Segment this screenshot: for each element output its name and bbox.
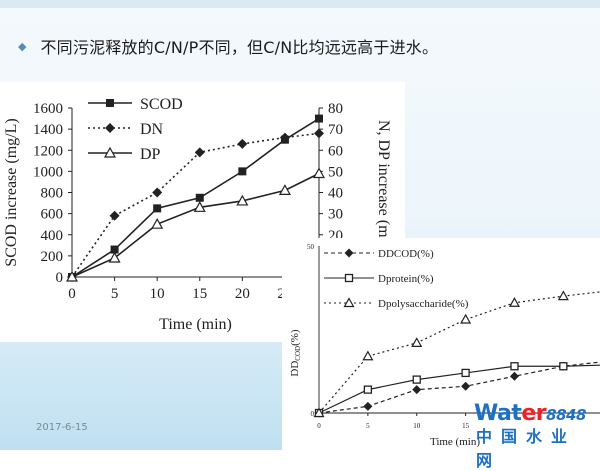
y-tick-label-left: 400 <box>41 228 64 244</box>
y-axis-title-left: SCOD increase (mg/L) <box>3 118 20 266</box>
watermark-part1: Wat <box>474 401 522 426</box>
y-tick-label-right: 50 <box>328 164 343 180</box>
inset-x-tick-label: 5 <box>366 422 370 430</box>
y-tick-label-left: 800 <box>41 186 64 202</box>
y-tick-label-right: 80 <box>328 101 343 117</box>
inset-y-title-main: DD <box>289 361 301 377</box>
data-point-scod <box>238 167 247 176</box>
inset-data-point <box>363 385 373 394</box>
legend-label: SCOD <box>140 96 183 113</box>
legend-label: DN <box>140 121 164 138</box>
inset-y-tick-label: 50 <box>307 243 315 251</box>
inset-y-tick-label: 0 <box>311 410 315 418</box>
inset-legend-marker <box>344 248 354 258</box>
data-point-scod <box>195 193 204 202</box>
legend-label: DP <box>140 146 161 163</box>
y-tick-label-left: 1600 <box>33 101 63 117</box>
data-point-dp <box>108 251 121 263</box>
y-axis-title-right: N, DP increase (mg/L) <box>375 120 392 265</box>
x-tick-label: 10 <box>150 286 165 302</box>
inset-data-point <box>412 375 421 384</box>
inset-legend-label: DDCOD(%) <box>378 248 434 260</box>
x-tick-label: 5 <box>111 286 119 302</box>
y-tick-label-right: 70 <box>328 122 343 138</box>
data-point-scod <box>315 114 323 123</box>
inset-data-point <box>412 385 422 395</box>
y-tick-label-left: 0 <box>56 270 64 286</box>
data-point-scod <box>110 245 119 254</box>
inset-y-axis-title: DDCOD(%) <box>289 329 302 376</box>
inset-x-tick-label: 10 <box>413 422 421 430</box>
watermark-logo: Water8848 中国水业网 <box>474 401 600 470</box>
inset-data-point <box>559 362 568 371</box>
data-point-dn <box>109 210 120 221</box>
x-tick-label: 20 <box>235 286 250 302</box>
inset-x-axis-title: Time (min) <box>430 436 480 448</box>
data-point-dn <box>194 147 205 158</box>
data-point-dp <box>151 217 164 229</box>
inset-legend-marker <box>344 273 354 283</box>
data-point-dn <box>152 187 163 198</box>
data-point-dp <box>312 167 326 179</box>
y-tick-label-right: 30 <box>328 207 343 223</box>
main-chart: 0510152025020040060080010001200140016000… <box>3 96 392 333</box>
inset-y-title-suffix: (%) <box>289 329 301 346</box>
data-point-dn <box>237 138 248 149</box>
inset-data-point <box>460 313 472 324</box>
inset-legend-marker <box>343 297 355 308</box>
inset-y-title-subscript: COD <box>294 346 302 361</box>
data-point-dp <box>193 201 206 212</box>
data-point-dp <box>236 194 249 206</box>
inset-data-point <box>509 371 519 381</box>
y-tick-label-left: 600 <box>41 207 64 223</box>
bullet-row: ◆ 不同污泥释放的C/N/P不同，但C/N比均远远高于进水。 <box>18 34 438 58</box>
inset-x-tick-label: 15 <box>462 422 470 430</box>
x-tick-label: 0 <box>68 286 76 302</box>
diamond-bullet-icon: ◆ <box>18 39 27 53</box>
bullet-text: 不同污泥释放的C/N/P不同，但C/N比均远远高于进水。 <box>40 38 439 57</box>
y-tick-label-left: 1000 <box>33 164 63 180</box>
legend-marker <box>103 146 117 158</box>
data-point-dn <box>314 128 324 139</box>
inset-chart-panel: 0 5 10 15 0 50 Time (min) DDCOD(%) DDCOD(%) Dprot… <box>282 238 600 450</box>
inset-data-point <box>557 290 569 301</box>
slide-date: 2017-6-15 <box>36 422 88 433</box>
inset-data-point <box>461 381 471 391</box>
data-point-dp <box>278 184 291 195</box>
inset-data-point <box>411 337 423 347</box>
inset-x-tick-label: 0 <box>317 422 321 430</box>
watermark-subtitle: 中国水业网 <box>476 427 577 470</box>
inset-data-point <box>362 350 374 361</box>
inset-data-point <box>510 362 519 371</box>
y-tick-label-left: 1200 <box>33 143 63 159</box>
y-tick-label-right: 40 <box>328 186 343 202</box>
y-tick-label-left: 1400 <box>33 122 63 138</box>
legend-marker <box>106 99 114 107</box>
x-axis-title: Time (min) <box>159 316 232 333</box>
watermark-part3: 8848 <box>546 406 586 424</box>
inset-data-point <box>461 368 470 378</box>
data-point-dp <box>65 270 79 282</box>
inset-data-point <box>313 407 325 418</box>
inset-data-point <box>508 297 521 307</box>
data-point-dn <box>279 132 290 143</box>
x-tick-label: 15 <box>192 286 207 302</box>
inset-legend-label: Dprotein(%) <box>378 273 434 285</box>
legend-marker <box>105 123 115 133</box>
y-tick-label-left: 200 <box>41 249 64 265</box>
y-tick-label-right: 60 <box>328 143 343 159</box>
watermark-part2: er <box>521 401 547 426</box>
inset-data-point <box>363 401 373 411</box>
top-band <box>0 0 600 8</box>
data-point-scod <box>153 204 162 213</box>
inset-legend-label: Dpolysaccharide(%) <box>378 298 469 310</box>
